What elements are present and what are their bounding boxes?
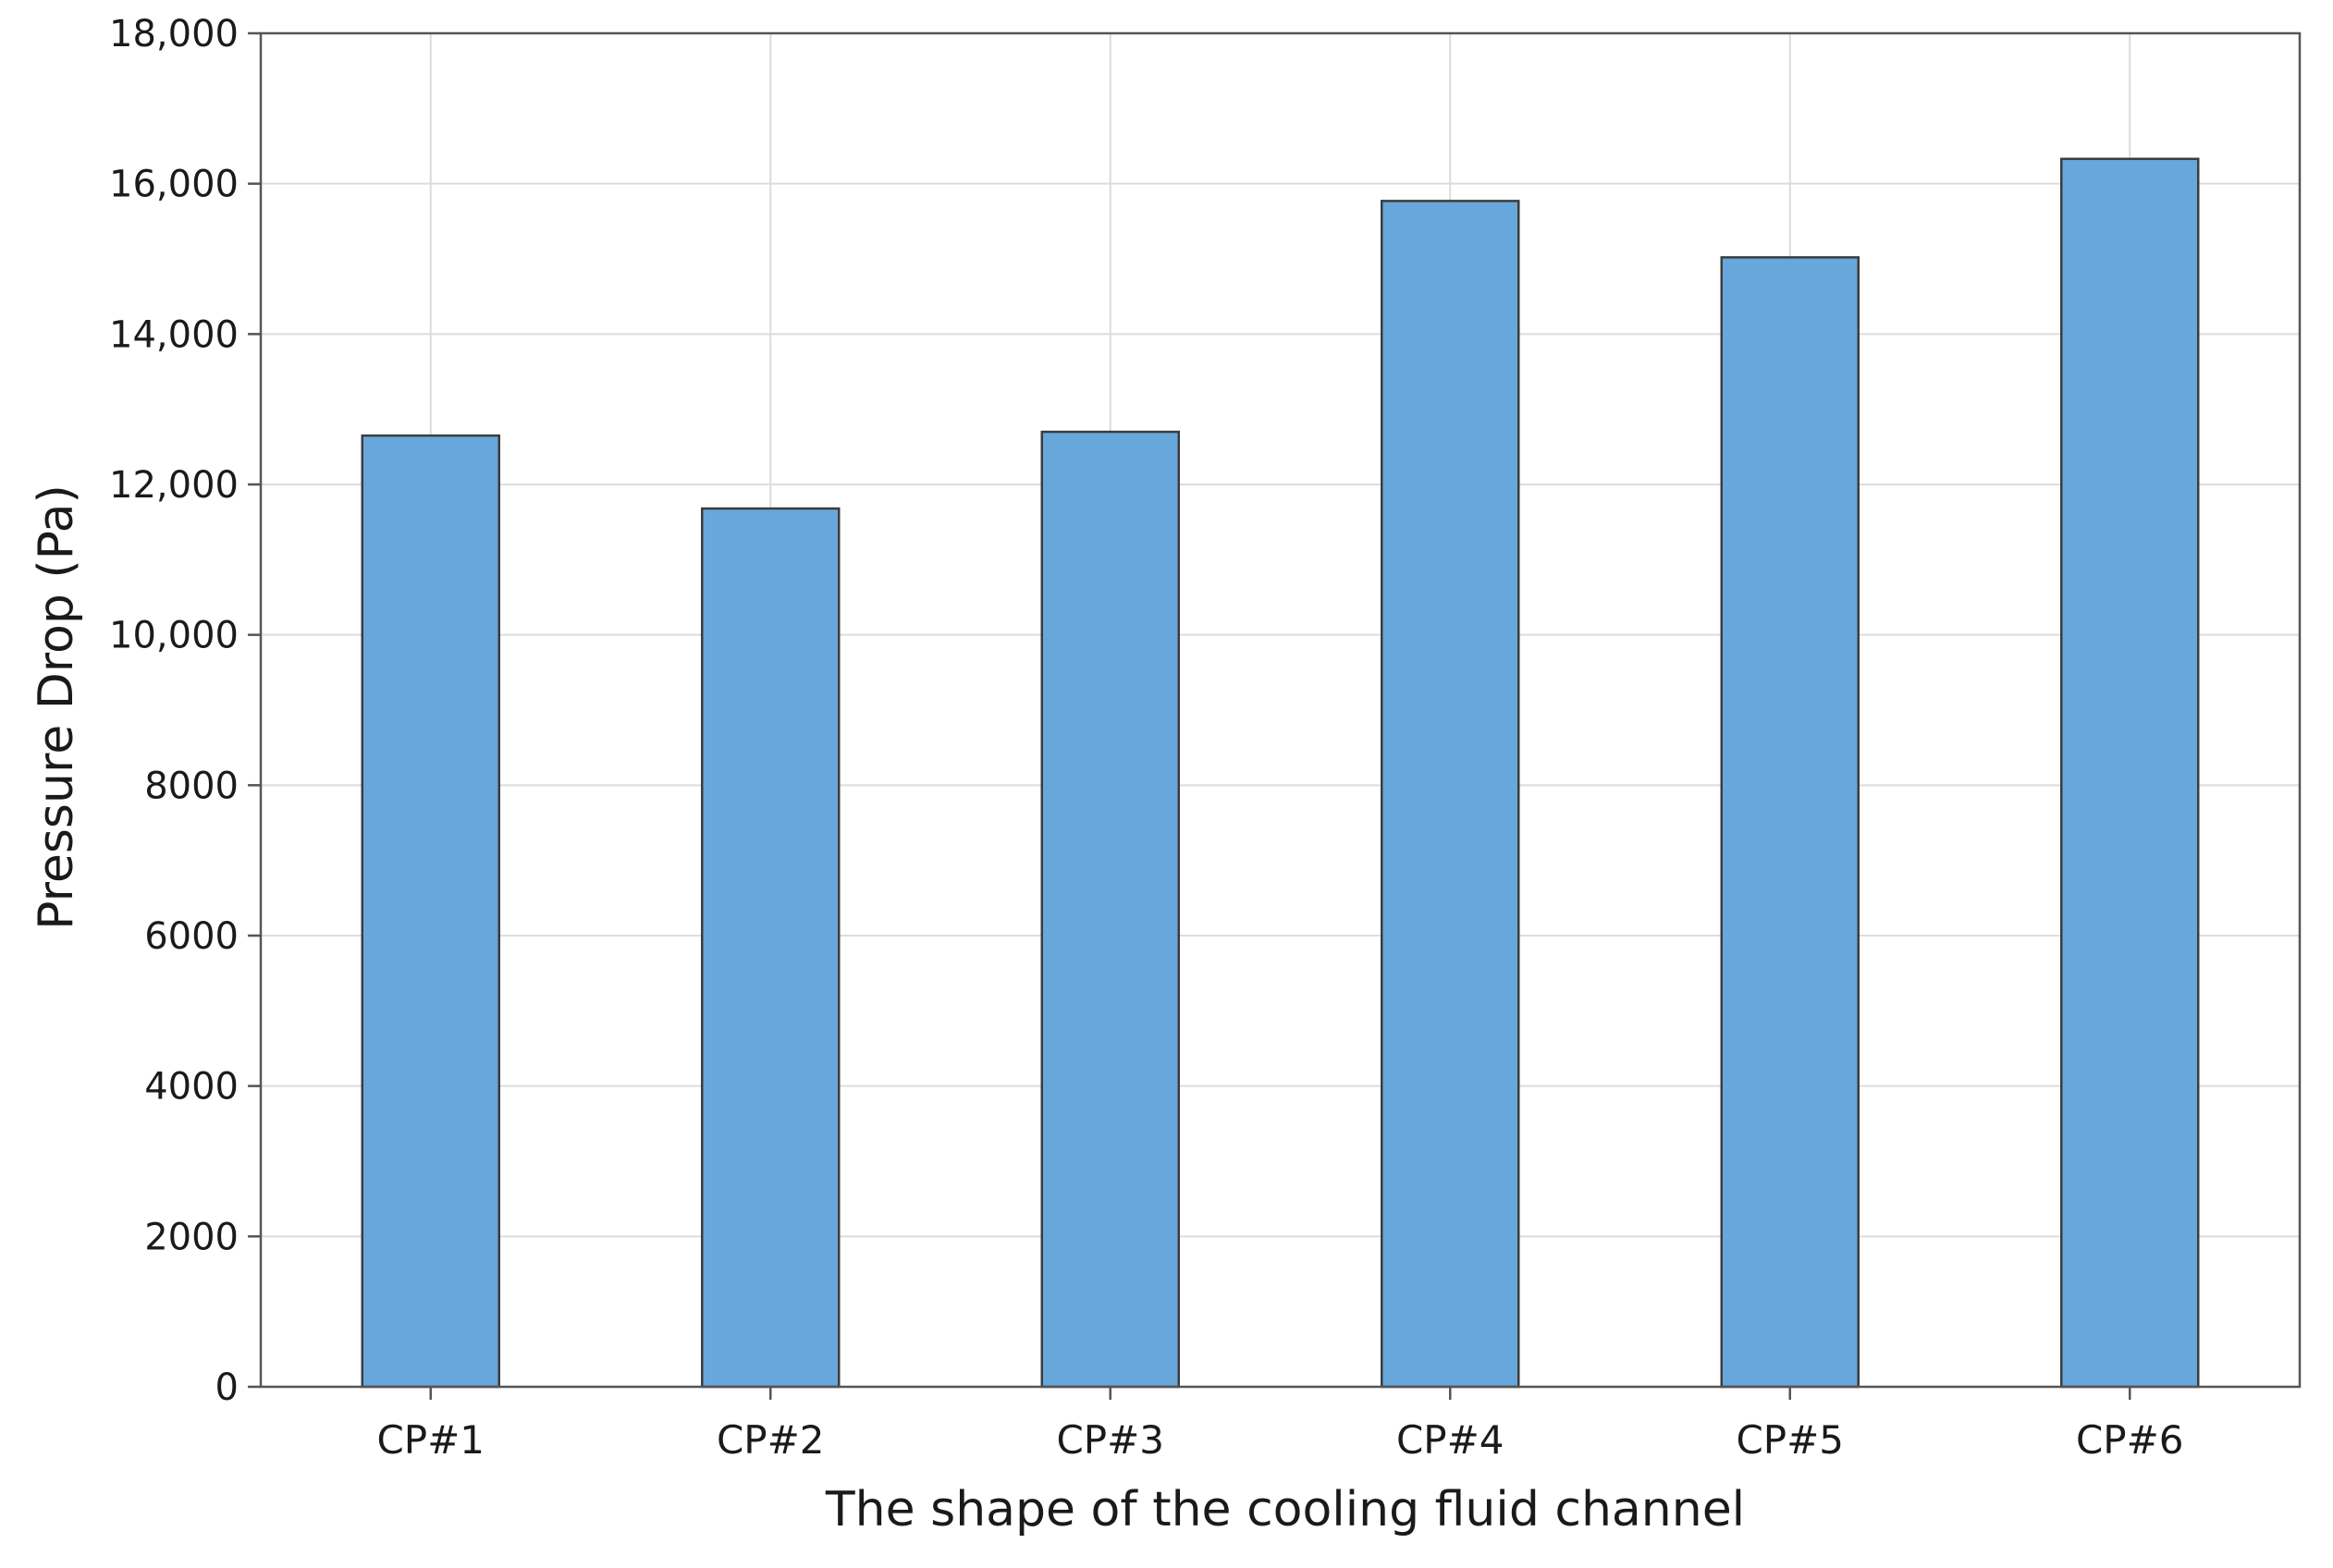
bars bbox=[361, 157, 2200, 1389]
plot-border bbox=[259, 31, 2302, 1389]
y-tick-label: 0 bbox=[215, 1366, 239, 1409]
x-tick-label: CP#1 bbox=[376, 1417, 485, 1463]
bar-CP#4 bbox=[1381, 200, 1520, 1389]
x-tick-label: CP#6 bbox=[2076, 1417, 2184, 1463]
plot-area bbox=[261, 33, 2300, 1387]
x-tick-label: CP#3 bbox=[1056, 1417, 1164, 1463]
y-axis-ticks: 0 2000 4000 6000 8000 10,000 12,000 14,000 16,00… bbox=[109, 13, 261, 1409]
y-tick-label: 16,000 bbox=[109, 164, 239, 206]
x-tick-label: CP#2 bbox=[717, 1417, 825, 1463]
y-tick-label: 18,000 bbox=[109, 13, 239, 55]
y-tick-label: 8000 bbox=[144, 765, 239, 807]
x-axis-label: The shape of the cooling fluid channel bbox=[825, 1482, 1745, 1537]
bar-CP#2 bbox=[701, 507, 841, 1389]
bar-CP#6 bbox=[2060, 157, 2200, 1389]
y-tick-label: 12,000 bbox=[109, 464, 239, 507]
y-tick-label: 14,000 bbox=[109, 313, 239, 356]
bar-CP#1 bbox=[361, 434, 500, 1389]
y-tick-label: 10,000 bbox=[109, 615, 239, 657]
y-tick-label: 2000 bbox=[144, 1216, 239, 1258]
x-tick-label: CP#5 bbox=[1736, 1417, 1844, 1463]
y-tick-label: 4000 bbox=[144, 1066, 239, 1109]
plot-frame bbox=[259, 31, 2302, 1389]
bar-CP#3 bbox=[1040, 430, 1180, 1389]
y-tick-label: 6000 bbox=[144, 915, 239, 958]
y-axis-label: Pressure Drop (Pa) bbox=[29, 484, 84, 930]
x-axis-ticks: CP#1 CP#2 CP#3 CP#4 CP#5 CP#6 bbox=[376, 1387, 2184, 1463]
bar-CP#5 bbox=[1720, 256, 1860, 1389]
x-tick-label: CP#4 bbox=[1396, 1417, 1504, 1463]
